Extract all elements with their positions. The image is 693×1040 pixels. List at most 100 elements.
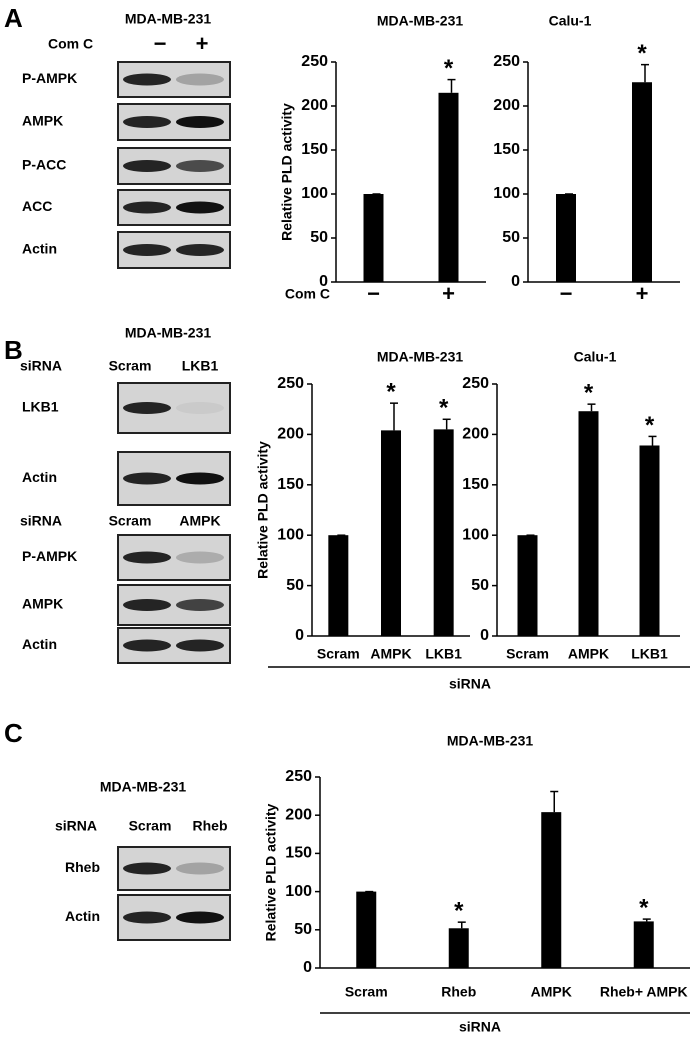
y-tick-label: 200 <box>277 426 304 443</box>
band <box>123 599 171 611</box>
significance-marker: * <box>584 380 594 407</box>
x-tick-label: Scram <box>317 646 360 662</box>
y-tick-label: 250 <box>285 768 312 785</box>
band <box>123 911 171 924</box>
x-tick-label: AMPK <box>531 984 572 1000</box>
band <box>123 201 171 214</box>
bar <box>632 82 652 283</box>
y-tick-label: 150 <box>493 141 520 158</box>
y-tick-label: 0 <box>480 627 489 644</box>
lane-label: + <box>196 31 209 56</box>
y-axis-label: Relative PLD activity <box>255 441 271 579</box>
band <box>176 244 224 256</box>
band <box>123 116 171 128</box>
blot-condition: siRNA <box>20 513 62 529</box>
bar <box>578 411 599 636</box>
band-label: Actin <box>65 908 100 924</box>
panel-letter: C <box>4 718 23 748</box>
x-tick-label: Scram <box>345 984 388 1000</box>
band <box>176 472 224 485</box>
y-tick-label: 100 <box>277 526 304 543</box>
chart-title: Calu-1 <box>574 349 617 365</box>
significance-marker: * <box>639 894 649 921</box>
bar <box>328 535 349 636</box>
y-tick-label: 0 <box>295 627 304 644</box>
band <box>176 862 224 875</box>
blot-condition: siRNA <box>55 818 97 834</box>
chart-title: MDA-MB-231 <box>377 13 464 29</box>
bar <box>633 921 654 968</box>
chart-title: MDA-MB-231 <box>377 349 464 365</box>
y-tick-label: 100 <box>462 526 489 543</box>
y-tick-label: 0 <box>511 273 520 290</box>
band <box>176 402 224 414</box>
band <box>176 160 224 172</box>
band-label: P-ACC <box>22 157 66 173</box>
blot-condition: Com C <box>48 36 93 52</box>
y-tick-label: 50 <box>286 577 304 594</box>
significance-marker: * <box>637 40 647 67</box>
y-tick-label: 200 <box>285 806 312 823</box>
band-label: ACC <box>22 198 52 214</box>
lane-label: Scram <box>129 818 172 834</box>
blot-title: MDA-MB-231 <box>125 325 212 341</box>
y-tick-label: 50 <box>502 229 520 246</box>
y-tick-label: 100 <box>301 185 328 202</box>
x-tick-label: + <box>442 281 455 306</box>
x-tick-label: LKB1 <box>425 646 462 662</box>
x-tick-label: LKB1 <box>631 646 668 662</box>
band <box>123 73 171 86</box>
chart-title: Calu-1 <box>549 13 592 29</box>
x-tick-label: Rheb+ AMPK <box>600 984 688 1000</box>
y-tick-label: 50 <box>294 921 312 938</box>
lane-label: AMPK <box>179 513 220 529</box>
band <box>123 160 171 172</box>
band-label: P-AMPK <box>22 548 77 564</box>
band-label: Actin <box>22 636 57 652</box>
band <box>123 472 171 485</box>
significance-marker: * <box>439 395 449 422</box>
significance-marker: * <box>444 55 454 82</box>
x-axis-label: siRNA <box>449 676 491 692</box>
bar <box>438 92 459 282</box>
y-tick-label: 0 <box>319 273 328 290</box>
y-tick-label: 150 <box>301 141 328 158</box>
band <box>123 862 171 875</box>
band <box>176 639 224 652</box>
band-label: Actin <box>22 469 57 485</box>
bar <box>381 430 401 636</box>
x-tick-label: AMPK <box>370 646 411 662</box>
y-axis-label: Relative PLD activity <box>279 103 295 241</box>
y-tick-label: 50 <box>310 229 328 246</box>
panel-letter: B <box>4 335 23 365</box>
y-tick-label: 200 <box>301 97 328 114</box>
significance-marker: * <box>386 378 396 405</box>
x-tick-label: AMPK <box>568 646 609 662</box>
band <box>176 911 224 924</box>
bar <box>517 535 538 636</box>
lane-label: − <box>154 31 167 56</box>
bar <box>433 429 454 636</box>
y-tick-label: 100 <box>493 185 520 202</box>
lane-label: Scram <box>109 513 152 529</box>
band <box>123 244 171 256</box>
x-tick-label: + <box>636 281 649 306</box>
band <box>123 639 171 652</box>
band-label: P-AMPK <box>22 70 77 86</box>
band-label: AMPK <box>22 113 63 129</box>
band <box>176 551 224 564</box>
bar <box>356 891 377 968</box>
x-axis-label: siRNA <box>459 1019 501 1035</box>
band-label: AMPK <box>22 596 63 612</box>
significance-marker: * <box>454 898 464 925</box>
x-tick-label: Rheb <box>441 984 476 1000</box>
band <box>176 73 224 86</box>
bar <box>448 928 469 968</box>
band <box>176 116 224 128</box>
lane-label: LKB1 <box>182 358 219 374</box>
blot-condition: siRNA <box>20 358 62 374</box>
y-tick-label: 250 <box>301 53 328 70</box>
x-tick-label: − <box>367 281 380 306</box>
y-tick-label: 250 <box>493 53 520 70</box>
